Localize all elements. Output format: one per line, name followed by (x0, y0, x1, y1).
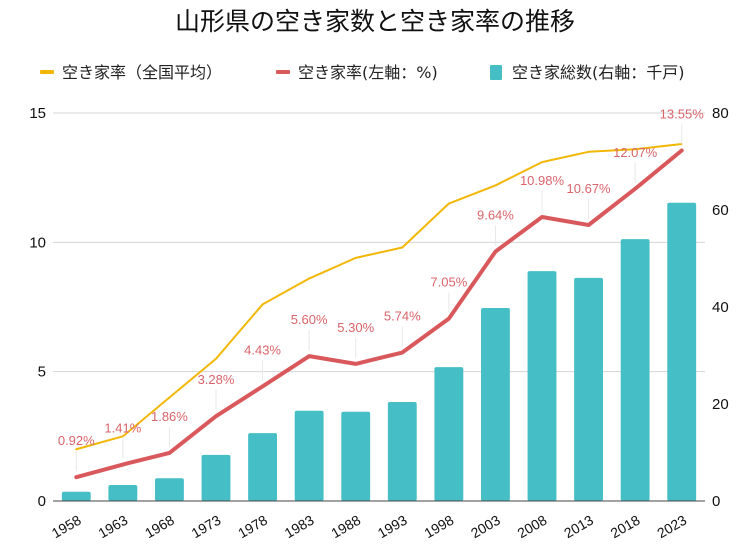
x-tick-label: 1973 (189, 512, 224, 542)
x-tick-label: 2023 (654, 512, 689, 542)
bar (294, 410, 324, 501)
left-tick-label: 10 (29, 234, 46, 251)
bar (574, 277, 604, 501)
line-series (74, 143, 684, 480)
data-label: 1.41% (104, 421, 141, 436)
data-label: 0.92% (58, 433, 95, 448)
bar (108, 484, 138, 501)
x-tick-label: 2013 (561, 512, 596, 542)
x-tick-label: 1963 (95, 512, 130, 542)
right-tick-label: 20 (712, 396, 729, 413)
left-tick-label: 15 (29, 105, 46, 122)
bar (248, 433, 278, 501)
x-tick-label: 1978 (235, 512, 270, 542)
data-label: 3.28% (198, 372, 235, 387)
bar (480, 307, 510, 501)
left-axis: 0 5 10 15 (29, 105, 46, 510)
data-label: 4.43% (244, 342, 281, 357)
legend: 空き家率（全国平均） 空き家率(左軸：%) 空き家総数(右軸：千戸) (40, 63, 685, 82)
right-axis: 0 20 40 60 80 (712, 105, 729, 510)
right-tick-label: 40 (712, 299, 729, 316)
line-national-average (75, 143, 683, 451)
bar (201, 454, 231, 501)
data-label: 9.64% (477, 208, 514, 223)
x-tick-label: 2008 (515, 512, 550, 542)
bar (341, 411, 371, 501)
data-label: 12.07% (613, 145, 658, 160)
left-tick-label: 0 (38, 493, 46, 510)
bar (387, 402, 417, 501)
left-tick-label: 5 (38, 364, 46, 381)
x-tick-label: 2018 (608, 512, 643, 542)
data-labels: 0.92% 1.41% 1.86% 3.28% 4.43% 5.60% 5.30% 5.74%… (58, 107, 704, 472)
right-tick-label: 60 (712, 202, 729, 219)
legend-label: 空き家率(左軸：%) (298, 63, 438, 82)
bar (434, 367, 464, 501)
legend-label: 空き家総数(右軸：千戸) (512, 63, 685, 82)
data-label: 10.67% (567, 181, 612, 196)
legend-swatch-line (276, 70, 290, 74)
bar (61, 491, 91, 501)
bar (154, 478, 184, 501)
legend-swatch-line (40, 70, 54, 74)
data-label: 5.30% (337, 320, 374, 335)
x-tick-label: 1968 (142, 512, 177, 542)
gridlines (53, 112, 705, 373)
legend-swatch-bar (490, 65, 502, 80)
bar (527, 271, 557, 501)
right-tick-label: 80 (712, 105, 729, 122)
data-label: 10.98% (520, 173, 565, 188)
bar (667, 202, 697, 501)
data-label: 7.05% (430, 275, 467, 290)
x-tick-label: 2003 (468, 512, 503, 542)
x-tick-label: 1988 (328, 512, 363, 542)
legend-label: 空き家率（全国平均） (62, 63, 222, 82)
x-tick-label: 1983 (282, 512, 317, 542)
data-label: 5.74% (384, 309, 421, 324)
x-axis: 1958 1963 1968 1973 1978 1983 1988 1993 1998 2003… (49, 512, 690, 542)
x-tick-label: 1993 (375, 512, 410, 542)
x-tick-label: 1998 (421, 512, 456, 542)
data-label: 13.55% (660, 107, 705, 122)
data-label: 1.86% (151, 409, 188, 424)
data-label: 5.60% (291, 312, 328, 327)
right-tick-label: 0 (712, 493, 720, 510)
bar (620, 239, 650, 501)
bar-series (61, 202, 697, 501)
line-vacancy-rate (74, 148, 684, 480)
chart-title: 山形県の空き家数と空き家率の推移 (175, 7, 575, 36)
x-tick-label: 1958 (49, 512, 84, 542)
